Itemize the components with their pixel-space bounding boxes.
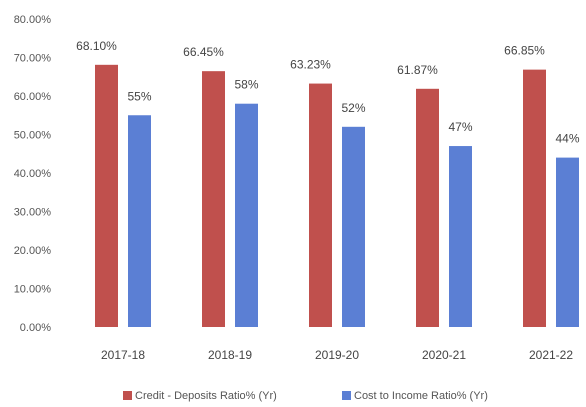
data-label: 44% bbox=[555, 132, 579, 146]
data-label: 52% bbox=[341, 101, 365, 115]
x-category-label: 2018-19 bbox=[208, 348, 252, 362]
bar-series-2 bbox=[556, 157, 579, 327]
data-label: 55% bbox=[127, 89, 151, 103]
data-label: 47% bbox=[448, 120, 472, 134]
bar-series-2 bbox=[235, 103, 258, 327]
bar-series-1 bbox=[202, 71, 225, 327]
y-tick-label: 70.00% bbox=[14, 53, 52, 65]
x-category-label: 2019-20 bbox=[315, 348, 359, 362]
legend-swatch bbox=[342, 391, 351, 400]
bars bbox=[95, 64, 579, 327]
bar-series-2 bbox=[342, 126, 365, 327]
data-label: 63.23% bbox=[290, 58, 331, 72]
y-axis: 0.00% 10.00% 20.00% 30.00% 40.00% 50.00% 60.00… bbox=[14, 14, 52, 334]
bar-series-2 bbox=[128, 115, 151, 327]
x-category-label: 2017-18 bbox=[101, 348, 145, 362]
x-axis: 2017-18 2018-19 2019-20 2020-21 2021-22 bbox=[101, 348, 573, 362]
bar-series-2 bbox=[449, 146, 472, 327]
data-label: 61.87% bbox=[397, 63, 438, 77]
legend-label: Credit - Deposits Ratio% (Yr) bbox=[135, 390, 277, 402]
y-tick-label: 50.00% bbox=[14, 130, 52, 142]
data-labels: 68.10% 55% 66.45% 58% 63.23% 52% 61.87% 47% 66.8… bbox=[76, 39, 580, 146]
bar-series-1 bbox=[523, 69, 546, 327]
legend-label: Cost to Income Ratio% (Yr) bbox=[354, 390, 488, 402]
y-tick-label: 30.00% bbox=[14, 207, 52, 219]
data-label: 58% bbox=[234, 78, 258, 92]
data-label: 68.10% bbox=[76, 39, 117, 53]
y-tick-label: 40.00% bbox=[14, 168, 52, 180]
x-category-label: 2020-21 bbox=[422, 348, 466, 362]
y-tick-label: 80.00% bbox=[14, 14, 52, 26]
bar-series-1 bbox=[309, 83, 332, 327]
y-tick-label: 60.00% bbox=[14, 91, 52, 103]
x-category-label: 2021-22 bbox=[529, 348, 573, 362]
data-label: 66.85% bbox=[504, 44, 545, 58]
y-tick-label: 0.00% bbox=[20, 322, 51, 334]
y-tick-label: 20.00% bbox=[14, 245, 52, 257]
bar-series-1 bbox=[416, 88, 439, 327]
legend: Credit - Deposits Ratio% (Yr) Cost to Inc… bbox=[123, 390, 488, 402]
data-label: 66.45% bbox=[183, 45, 224, 59]
legend-swatch bbox=[123, 391, 132, 400]
bar-series-1 bbox=[95, 64, 118, 327]
y-tick-label: 10.00% bbox=[14, 284, 52, 296]
